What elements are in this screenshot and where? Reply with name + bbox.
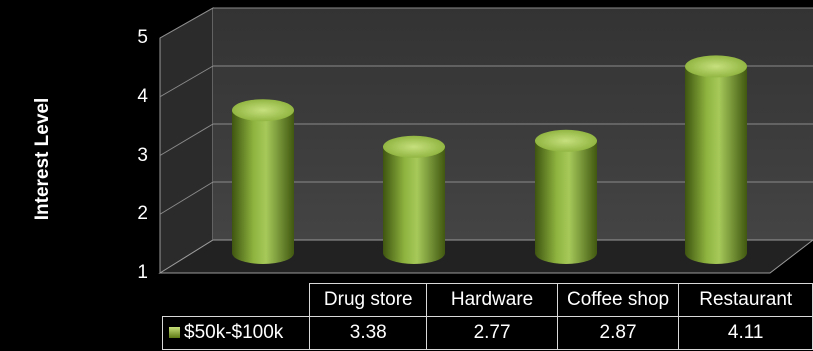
data-value: 2.77 bbox=[426, 316, 558, 350]
y-tick-label: 1 bbox=[137, 262, 148, 283]
bar-top bbox=[232, 99, 294, 122]
bar-top bbox=[535, 129, 597, 152]
bar-top bbox=[383, 135, 445, 158]
y-axis-label: Interest Level bbox=[32, 97, 53, 221]
data-value: 2.87 bbox=[556, 316, 680, 350]
data-table-header-row: Drug store Hardware Coffee shop Restaura… bbox=[163, 283, 813, 317]
gridline bbox=[159, 7, 214, 39]
y-tick-label: 5 bbox=[137, 27, 148, 48]
category-label: Coffee shop bbox=[556, 283, 680, 317]
bar-body bbox=[232, 110, 294, 264]
gridline bbox=[159, 123, 214, 156]
bars bbox=[232, 55, 747, 265]
y-tick-label: 2 bbox=[137, 203, 148, 225]
bar-body bbox=[535, 140, 597, 264]
gridline bbox=[159, 65, 214, 98]
gridline bbox=[159, 181, 214, 215]
category-label: Hardware bbox=[426, 283, 558, 317]
chart-side-wall bbox=[159, 7, 214, 274]
bar-body bbox=[383, 146, 445, 264]
bar-body bbox=[685, 66, 747, 265]
data-value: 3.38 bbox=[309, 316, 428, 350]
data-table-corner bbox=[163, 284, 310, 317]
legend-key-icon bbox=[169, 327, 180, 338]
y-tick-label: 3 bbox=[137, 144, 148, 166]
category-label: Restaurant bbox=[678, 283, 813, 317]
bar bbox=[685, 55, 747, 265]
bar-top bbox=[685, 55, 747, 78]
category-label: Drug store bbox=[309, 283, 428, 317]
y-tick-label: 4 bbox=[137, 85, 148, 107]
bar bbox=[232, 99, 294, 264]
data-value: 4.11 bbox=[678, 316, 813, 350]
chart-floor bbox=[158, 239, 813, 274]
bar bbox=[383, 135, 445, 264]
series-name: $50k-$100k bbox=[184, 322, 284, 343]
data-table-series-row: $50k-$100k 3.38 2.77 2.87 4.11 bbox=[161, 316, 813, 350]
legend-entry: $50k-$100k bbox=[161, 316, 311, 350]
bar bbox=[535, 129, 597, 264]
data-table: Drug store Hardware Coffee shop Restaura… bbox=[161, 283, 813, 350]
